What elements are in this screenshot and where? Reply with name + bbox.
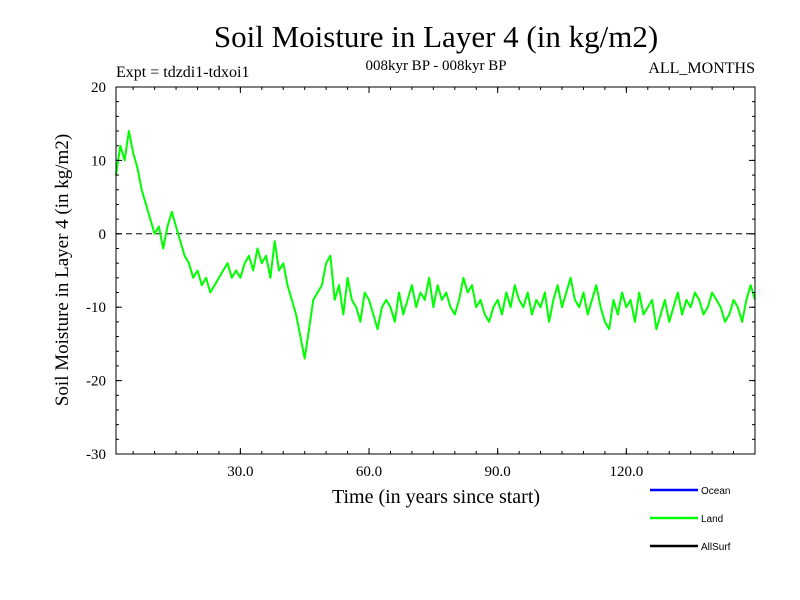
y-tick-label: -20 <box>86 374 106 390</box>
y-axis-label: Soil Moisture in Layer 4 (in kg/m2) <box>52 134 73 406</box>
y-tick-label: 20 <box>91 80 106 96</box>
plot-frame <box>115 86 756 455</box>
x-tick-label: 30.0 <box>227 464 253 480</box>
x-tick-label: 90.0 <box>485 464 511 480</box>
y-tick-label: -10 <box>86 300 106 316</box>
y-tick-label: -30 <box>86 447 106 463</box>
x-tick-label: 60.0 <box>356 464 382 480</box>
legend-label-land: Land <box>701 514 723 525</box>
period-label: 008kyr BP - 008kyr BP <box>365 58 506 74</box>
y-tick-label: 0 <box>99 227 107 243</box>
chart-title: Soil Moisture in Layer 4 (in kg/m2) <box>214 19 658 54</box>
y-tick-label: 10 <box>91 153 106 169</box>
experiment-label: Expt = tdzdi1-tdxoi1 <box>116 64 249 81</box>
x-tick-label: 120.0 <box>609 464 643 480</box>
series-line-land <box>115 130 756 360</box>
legend-label-ocean: Ocean <box>701 486 730 497</box>
legend-label-allsurf: AllSurf <box>701 542 731 553</box>
x-axis-label: Time (in years since start) <box>332 486 540 508</box>
months-label: ALL_MONTHS <box>648 60 755 77</box>
